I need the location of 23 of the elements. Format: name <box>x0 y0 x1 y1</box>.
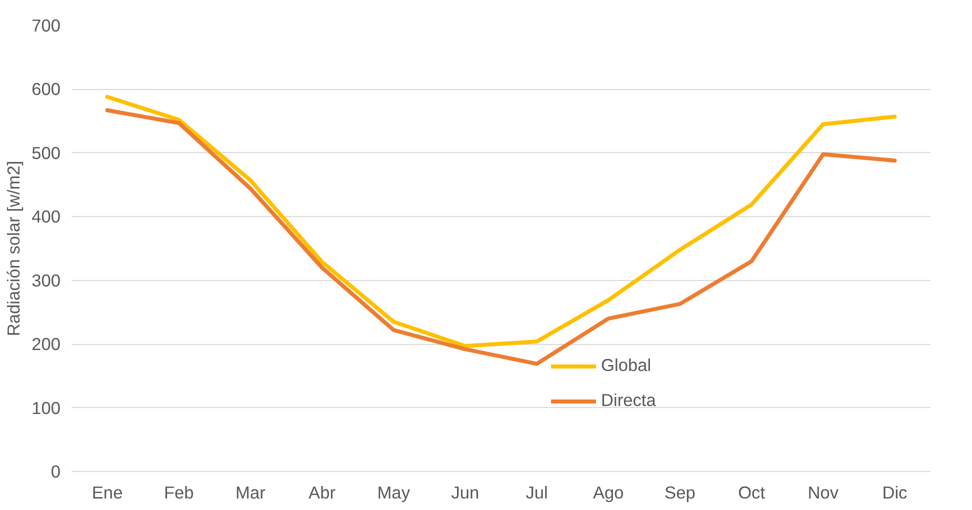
x-tick-label: Dic <box>882 482 908 502</box>
x-tick-label: Oct <box>738 482 766 502</box>
x-tick-label: Nov <box>808 482 839 502</box>
x-tick-label: Abr <box>308 482 336 502</box>
y-tick-label: 600 <box>32 79 61 100</box>
y-tick-label: 100 <box>32 398 61 418</box>
x-tick-label: Mar <box>236 482 266 502</box>
x-tick-label: Feb <box>164 482 194 502</box>
x-tick-label: May <box>377 482 410 502</box>
x-tick-label: Sep <box>664 482 696 502</box>
y-tick-label: 700 <box>32 16 61 36</box>
x-tick-label: Ago <box>592 482 624 502</box>
y-tick-label: 500 <box>32 142 61 163</box>
x-tick-label: Jul <box>526 482 548 502</box>
legend-label: Directa <box>601 390 656 411</box>
y-tick-label: 0 <box>50 462 61 482</box>
legend-label: Global <box>601 355 652 376</box>
y-tick-label: 400 <box>32 206 61 227</box>
y-tick-label: 300 <box>32 270 61 290</box>
y-tick-label: 200 <box>32 334 61 354</box>
y-axis-title: Radiación solar [w/m2] <box>4 160 24 336</box>
x-tick-label: Jun <box>451 482 480 502</box>
x-tick-label: Ene <box>92 482 123 502</box>
